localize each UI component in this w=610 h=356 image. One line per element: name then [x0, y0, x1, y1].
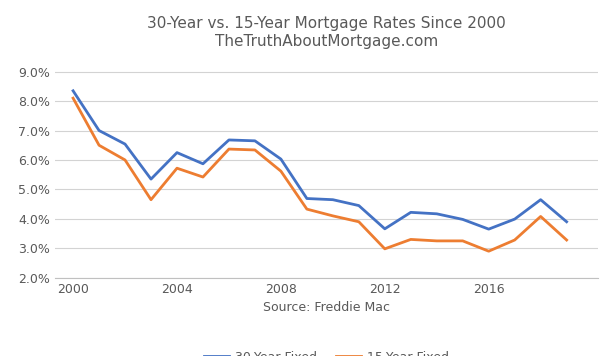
- 30-Year Fixed: [225, 138, 232, 142]
- 15-Year Fixed: [303, 207, 310, 211]
- 15-Year Fixed: [251, 148, 259, 152]
- 15-Year Fixed: [355, 220, 362, 224]
- 15-Year Fixed: [70, 96, 77, 100]
- 30-Year Fixed: [511, 217, 518, 221]
- Title: 30-Year vs. 15-Year Mortgage Rates Since 2000
TheTruthAboutMortgage.com: 30-Year vs. 15-Year Mortgage Rates Since…: [147, 16, 506, 49]
- 15-Year Fixed: [121, 158, 129, 162]
- 30-Year Fixed: [121, 142, 129, 146]
- 30-Year Fixed: [407, 210, 414, 214]
- 15-Year Fixed: [148, 198, 155, 202]
- Line: 15-Year Fixed: 15-Year Fixed: [73, 98, 567, 251]
- 15-Year Fixed: [277, 169, 284, 173]
- 15-Year Fixed: [511, 238, 518, 242]
- 30-Year Fixed: [563, 220, 570, 224]
- 30-Year Fixed: [148, 177, 155, 181]
- 15-Year Fixed: [537, 214, 544, 219]
- 30-Year Fixed: [303, 197, 310, 201]
- 30-Year Fixed: [199, 162, 207, 166]
- 15-Year Fixed: [199, 175, 207, 179]
- X-axis label: Source: Freddie Mac: Source: Freddie Mac: [263, 301, 390, 314]
- 30-Year Fixed: [433, 212, 440, 216]
- 15-Year Fixed: [329, 214, 337, 218]
- 15-Year Fixed: [433, 239, 440, 243]
- 30-Year Fixed: [381, 227, 389, 231]
- Legend: 30-Year Fixed, 15-Year Fixed: 30-Year Fixed, 15-Year Fixed: [199, 346, 454, 356]
- 30-Year Fixed: [173, 151, 181, 155]
- 30-Year Fixed: [355, 203, 362, 208]
- 15-Year Fixed: [459, 239, 467, 243]
- 30-Year Fixed: [459, 217, 467, 221]
- 30-Year Fixed: [95, 129, 102, 133]
- 30-Year Fixed: [485, 227, 492, 231]
- 15-Year Fixed: [407, 237, 414, 242]
- 30-Year Fixed: [277, 157, 284, 161]
- 15-Year Fixed: [381, 247, 389, 251]
- 15-Year Fixed: [95, 143, 102, 147]
- 15-Year Fixed: [563, 238, 570, 242]
- 30-Year Fixed: [537, 198, 544, 202]
- 30-Year Fixed: [70, 89, 77, 93]
- 30-Year Fixed: [329, 198, 337, 202]
- 30-Year Fixed: [251, 139, 259, 143]
- Line: 30-Year Fixed: 30-Year Fixed: [73, 91, 567, 229]
- 15-Year Fixed: [173, 166, 181, 170]
- 15-Year Fixed: [225, 147, 232, 151]
- 15-Year Fixed: [485, 249, 492, 253]
